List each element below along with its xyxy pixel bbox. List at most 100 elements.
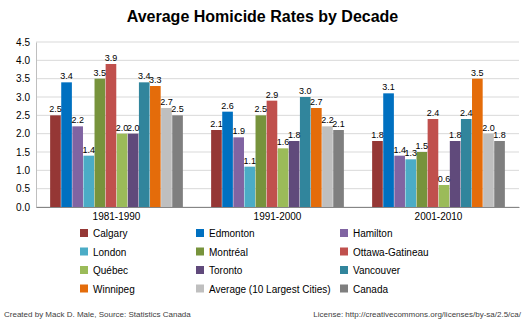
legend-item: Ottawa-Gatineau [340, 247, 429, 258]
bar [211, 130, 222, 207]
bar [322, 126, 333, 207]
y-tick: 3.0 [16, 92, 36, 103]
bar [383, 93, 394, 207]
legend-label: London [93, 247, 126, 258]
bar [461, 119, 472, 207]
data-label: 2.4 [460, 108, 473, 118]
data-label: 3.5 [471, 68, 484, 78]
bar [450, 141, 461, 207]
data-label: 2.6 [221, 101, 234, 111]
grid [36, 42, 519, 207]
bar [83, 156, 94, 207]
data-label: 2.1 [210, 119, 223, 129]
legend-swatch [340, 248, 348, 256]
data-label: 2.5 [49, 104, 62, 114]
chart: Average Homicide Rates by Decade0.00.51.… [0, 0, 525, 325]
legend-swatch [196, 248, 204, 256]
y-axis-line [36, 43, 37, 208]
y-tick: 3.5 [16, 73, 36, 84]
data-label: 3.3 [149, 75, 162, 85]
bar [244, 167, 255, 207]
legend-item: Average (10 Largest Cities) [196, 284, 331, 295]
bar [50, 115, 61, 207]
bar [256, 115, 267, 207]
plot: 0.00.51.01.52.02.53.03.54.04.52.52.11.83… [16, 37, 519, 222]
data-labels: 2.52.11.83.42.63.12.21.91.41.41.11.33.52… [49, 53, 506, 184]
legend-label: Vancouver [353, 265, 401, 276]
y-tick-label: 1.0 [16, 165, 30, 176]
bar [61, 82, 72, 207]
y-axis: 0.00.51.01.52.02.53.03.54.04.5 [16, 37, 36, 213]
legend-swatch [80, 266, 88, 274]
legend-label: Ottawa-Gatineau [353, 247, 429, 258]
legend-label: Canada [353, 284, 388, 295]
bar [483, 134, 494, 207]
legend-item: Calgary [80, 228, 127, 239]
bar [233, 137, 244, 207]
legend-label: Québec [93, 265, 128, 276]
bar [172, 115, 183, 207]
bar [117, 134, 128, 207]
x-axis: 1981-19901991-20002001-2010 [37, 207, 520, 222]
legend-swatch [196, 285, 204, 293]
series [161, 108, 494, 207]
bar [405, 159, 416, 207]
legend-swatch [80, 248, 88, 256]
y-tick: 0.5 [16, 183, 36, 194]
series [150, 79, 483, 207]
data-label: 1.5 [416, 141, 429, 151]
legend-label: Winnipeg [93, 284, 135, 295]
data-label: 2.2 [71, 115, 84, 125]
data-label: 3.4 [60, 71, 73, 81]
data-label: 2.5 [255, 104, 268, 114]
bar [311, 108, 322, 207]
bar [139, 82, 150, 207]
legend: Calgary Edmonton Hamilton London Montréal Ott… [80, 228, 429, 295]
data-label: 3.9 [105, 53, 118, 63]
bar [333, 130, 344, 207]
data-label: 3.0 [299, 86, 312, 96]
y-tick-label: 4.0 [16, 55, 30, 66]
data-label: 3.1 [382, 82, 395, 92]
bar [278, 148, 289, 207]
x-tick-label: 1981-1990 [93, 211, 141, 222]
legend-item: Toronto [196, 265, 243, 276]
bar [394, 156, 405, 207]
y-tick-label: 2.5 [16, 110, 30, 121]
bar [222, 112, 233, 207]
y-tick: 4.0 [16, 55, 36, 66]
y-tick: 4.5 [16, 37, 36, 48]
title: Average Homicide Rates by Decade [127, 8, 399, 25]
bar [150, 86, 161, 207]
legend-swatch [340, 285, 348, 293]
legend-item: Edmonton [196, 228, 255, 239]
data-label: 1.9 [232, 126, 245, 136]
legend-swatch [196, 266, 204, 274]
legend-label: Hamilton [353, 228, 392, 239]
legend-swatch [80, 229, 88, 237]
legend-label: Toronto [209, 265, 243, 276]
bar [428, 119, 439, 207]
bar [267, 101, 278, 207]
bar [95, 79, 106, 207]
series [72, 126, 405, 207]
bar [372, 141, 383, 207]
data-label: 2.9 [266, 90, 279, 100]
series [172, 115, 505, 207]
data-label: 1.8 [288, 130, 301, 140]
data-label: 2.0 [127, 123, 140, 133]
y-tick: 2.5 [16, 110, 36, 121]
bar [417, 152, 428, 207]
bar [494, 141, 505, 207]
legend-swatch [340, 229, 348, 237]
legend-label: Calgary [93, 228, 127, 239]
y-tick-label: 0.5 [16, 183, 30, 194]
annotation: Created by Mack D. Male, Source: Statist… [4, 310, 191, 319]
data-label: 0.6 [438, 174, 451, 184]
data-label: 3.5 [94, 68, 107, 78]
series [106, 64, 439, 207]
legend-item: Québec [80, 265, 128, 276]
data-label: 2.7 [310, 97, 323, 107]
legend-item: Montréal [196, 247, 248, 258]
bar [439, 185, 450, 207]
